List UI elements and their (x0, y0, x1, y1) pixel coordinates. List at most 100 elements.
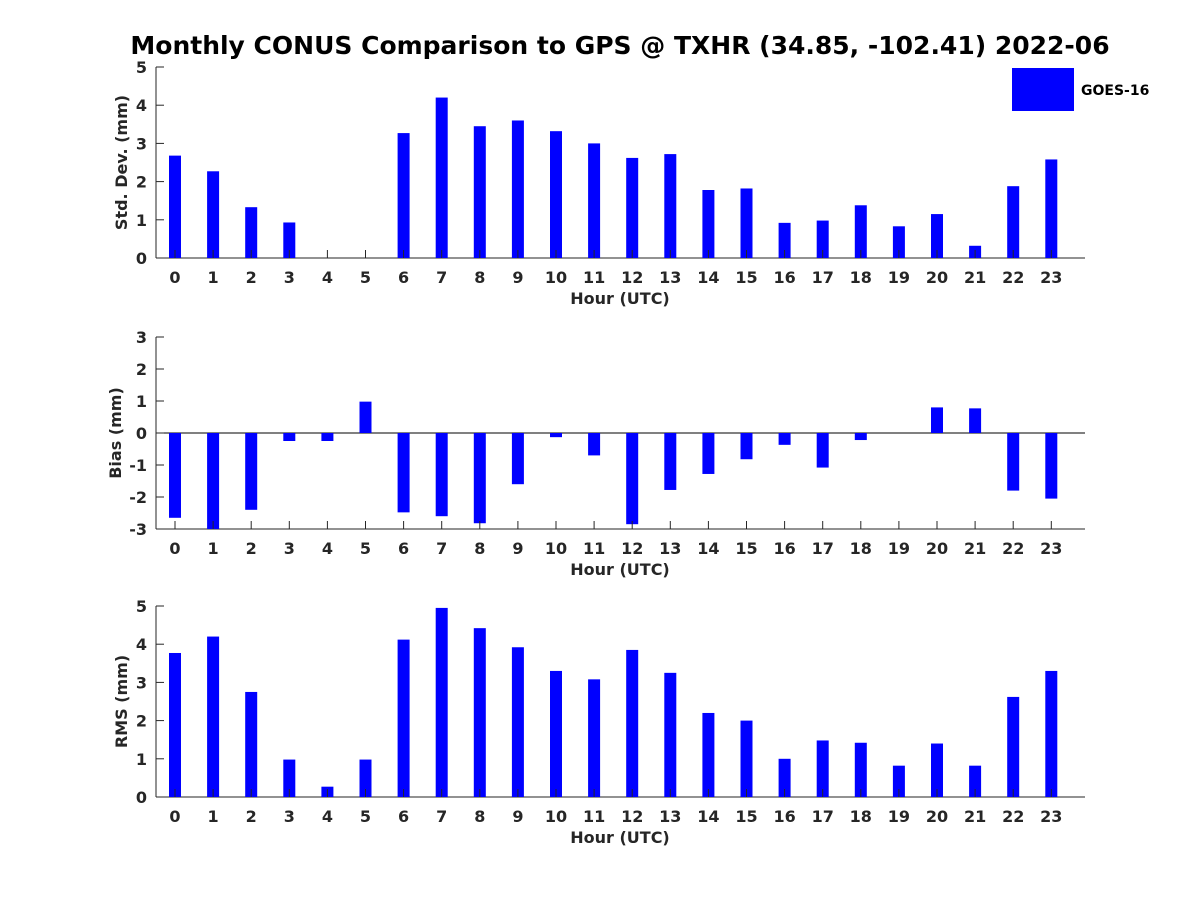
rms-y-tick-label: 3 (136, 673, 147, 692)
bias-x-tick-label: 11 (583, 539, 605, 558)
bias-bar (169, 433, 181, 518)
bias-x-tick-label: 9 (512, 539, 523, 558)
rms-bar (359, 759, 372, 797)
rms-x-tick-label: 1 (208, 807, 219, 826)
rms-x-tick-label: 16 (773, 807, 795, 826)
rms-x-tick-label: 8 (474, 807, 485, 826)
rms-y-tick-label: 5 (136, 597, 147, 616)
rms-x-tick-label: 20 (926, 807, 948, 826)
bias-bar (1007, 433, 1020, 491)
bias-bar (702, 433, 715, 474)
std-dev-x-tick-label: 9 (512, 268, 523, 287)
rms-bar (854, 742, 867, 797)
rms-x-tick-label: 18 (850, 807, 872, 826)
bias-bar (969, 408, 982, 433)
std-dev-x-tick-label: 18 (850, 268, 872, 287)
bias-x-tick-label: 14 (697, 539, 719, 558)
bias-y-tick-label: 1 (136, 392, 147, 411)
rms-x-tick-label: 9 (512, 807, 523, 826)
std-dev-bar (1045, 159, 1058, 258)
bias-bar (778, 433, 791, 445)
std-dev-x-axis-label: Hour (UTC) (570, 289, 670, 308)
bias-x-tick-label: 23 (1040, 539, 1062, 558)
bias-bar (664, 433, 677, 490)
std-dev-bar (435, 97, 448, 258)
rms-x-tick-label: 0 (169, 807, 180, 826)
std-dev-bar (778, 222, 791, 258)
bias-y-tick-label: -1 (129, 456, 147, 475)
rms-x-tick-label: 17 (812, 807, 834, 826)
std-dev-x-tick-label: 11 (583, 268, 605, 287)
std-dev-bar (664, 154, 677, 258)
bias-x-tick-label: 10 (545, 539, 567, 558)
bias-x-tick-label: 18 (850, 539, 872, 558)
rms-x-tick-label: 13 (659, 807, 681, 826)
rms-x-tick-label: 21 (964, 807, 986, 826)
bias-x-tick-label: 3 (284, 539, 295, 558)
rms-bar (778, 758, 791, 797)
rms-bar (892, 765, 905, 797)
bias-x-tick-label: 13 (659, 539, 681, 558)
rms-y-tick-label: 1 (136, 750, 147, 769)
std-dev-x-tick-label: 3 (284, 268, 295, 287)
std-dev-x-tick-label: 15 (735, 268, 757, 287)
std-dev-bar (397, 133, 410, 258)
std-dev-x-tick-label: 16 (773, 268, 795, 287)
rms-bar (588, 679, 601, 797)
bias-y-axis-label: Bias (mm) (106, 387, 125, 479)
std-dev-x-tick-label: 1 (208, 268, 219, 287)
rms-x-tick-label: 22 (1002, 807, 1024, 826)
bias-bar (550, 433, 562, 438)
std-dev-y-tick-label: 2 (136, 173, 147, 192)
bias-bar (1045, 433, 1058, 499)
std-dev-bar (816, 220, 829, 258)
std-dev-bar (626, 157, 639, 258)
bias-bar (931, 407, 943, 433)
std-dev-x-tick-label: 4 (322, 268, 333, 287)
bias-x-tick-label: 7 (436, 539, 447, 558)
std-dev-x-tick-label: 17 (812, 268, 834, 287)
std-dev-x-tick-label: 20 (926, 268, 948, 287)
std-dev-bar (931, 214, 943, 258)
bias-bar (359, 401, 372, 433)
legend-swatch (1012, 68, 1074, 111)
std-dev-x-tick-label: 10 (545, 268, 567, 287)
rms-bar (397, 639, 410, 797)
bias-x-tick-label: 2 (246, 539, 257, 558)
rms-bar (207, 636, 220, 797)
rms-x-tick-label: 15 (735, 807, 757, 826)
rms-bar (816, 740, 829, 797)
std-dev-x-tick-label: 8 (474, 268, 485, 287)
std-dev-x-tick-label: 7 (436, 268, 447, 287)
legend: GOES-16 (1012, 68, 1149, 111)
rms-y-tick-label: 4 (136, 635, 147, 654)
rms-bar (664, 672, 677, 797)
bias-x-tick-label: 12 (621, 539, 643, 558)
std-dev-bar (473, 126, 486, 259)
legend-label: GOES-16 (1081, 83, 1149, 99)
std-dev-y-axis-label: Std. Dev. (mm) (112, 95, 131, 230)
std-dev-y-tick-label: 1 (136, 211, 147, 230)
std-dev-bar (283, 222, 296, 258)
rms-bar (245, 691, 258, 797)
std-dev-x-tick-label: 0 (169, 268, 180, 287)
rms-y-tick-label: 0 (136, 788, 147, 807)
rms-bar (1045, 670, 1058, 797)
std-dev-x-tick-label: 21 (964, 268, 986, 287)
bias-bar (397, 433, 410, 513)
std-dev-bar (169, 155, 181, 258)
bias-x-tick-label: 20 (926, 539, 948, 558)
rms-x-tick-label: 11 (583, 807, 605, 826)
std-dev-x-tick-label: 2 (246, 268, 257, 287)
bias-bar (740, 433, 753, 460)
std-dev-bar (702, 190, 715, 258)
bias-y-tick-label: -2 (129, 488, 147, 507)
rms-bar (1007, 696, 1020, 797)
std-dev-y-tick-label: 4 (136, 96, 147, 115)
bias-x-tick-label: 8 (474, 539, 485, 558)
std-dev-bar (245, 207, 258, 258)
bias-y-tick-label: 0 (136, 424, 147, 443)
